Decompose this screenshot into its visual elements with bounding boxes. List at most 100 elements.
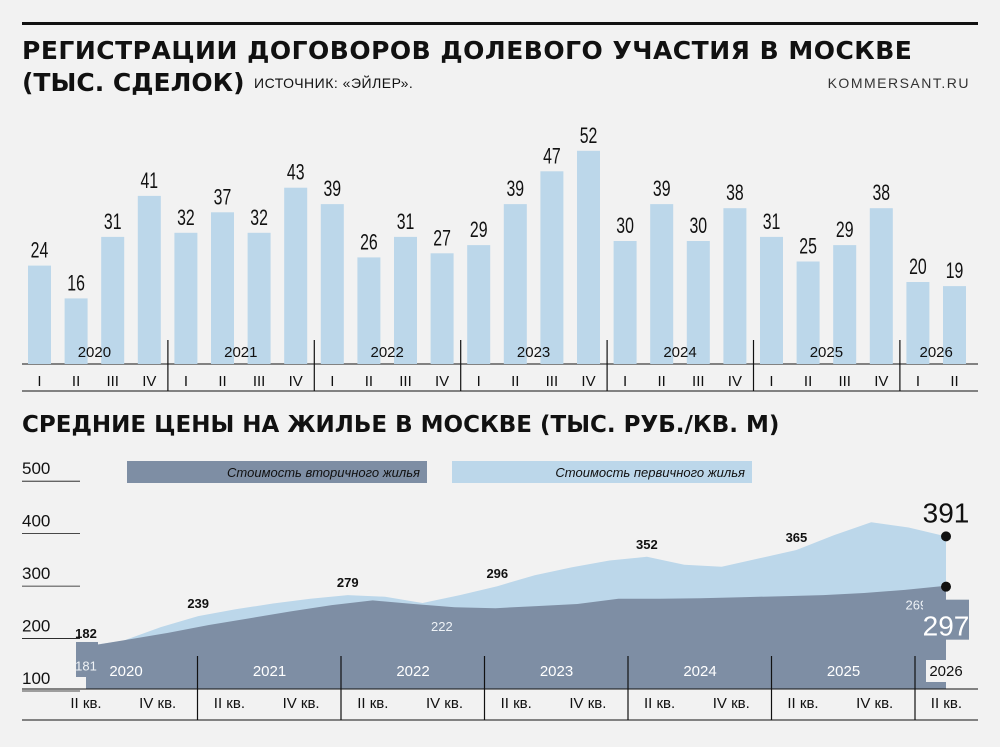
quarter-tick-label: IV кв. bbox=[856, 695, 893, 712]
quarter-tick-label: II bbox=[950, 373, 958, 390]
quarter-tick-label: IV bbox=[142, 373, 156, 390]
quarter-tick-label: IV кв. bbox=[283, 695, 320, 712]
quarter-tick-label: IV bbox=[435, 373, 449, 390]
quarter-tick-label: I bbox=[769, 373, 773, 390]
primary-value-label: 239 bbox=[187, 596, 209, 611]
primary-value-label: 279 bbox=[337, 575, 359, 590]
bar bbox=[137, 195, 161, 364]
bar bbox=[284, 187, 308, 364]
legend-label-primary: Стоимость первичного жилья bbox=[555, 465, 745, 480]
quarter-tick-label: II bbox=[72, 373, 80, 390]
year-label: 2025 bbox=[810, 344, 843, 361]
y-tick-label: 500 bbox=[22, 459, 50, 478]
bar bbox=[503, 204, 527, 364]
bar bbox=[540, 171, 564, 364]
quarter-tick-label: I bbox=[37, 373, 41, 390]
bar bbox=[906, 282, 930, 364]
quarter-tick-label: I bbox=[477, 373, 481, 390]
quarter-tick-label: IV bbox=[289, 373, 303, 390]
year-label-2026: 2026 bbox=[929, 663, 962, 680]
year-label: 2025 bbox=[827, 663, 860, 680]
quarter-tick-label: II кв. bbox=[931, 695, 962, 712]
bar-value-label: 30 bbox=[689, 215, 707, 239]
bar-value-label: 52 bbox=[580, 124, 598, 148]
y-tick-label: 300 bbox=[22, 564, 50, 583]
bar-value-label: 41 bbox=[140, 170, 158, 194]
bar-value-label: 31 bbox=[397, 211, 415, 235]
bar bbox=[320, 204, 344, 364]
quarter-tick-label: III bbox=[253, 373, 266, 390]
y-tick-label: 100 bbox=[22, 669, 50, 688]
quarter-tick-label: IV bbox=[874, 373, 888, 390]
secondary-end-label: 297 bbox=[923, 611, 970, 642]
deals-bar-chart: 24I16II31III41IV32I37II32III43IV39I26II3… bbox=[22, 124, 978, 392]
secondary-value-label: 222 bbox=[431, 619, 453, 634]
chart-title-units: (ТЫС. СДЕЛОК) bbox=[22, 68, 245, 97]
year-label: 2023 bbox=[517, 344, 550, 361]
start-marker bbox=[76, 641, 98, 677]
bar bbox=[430, 253, 454, 364]
legend-label-secondary: Стоимость вторичного жилья bbox=[227, 465, 420, 480]
year-2026-box bbox=[926, 660, 966, 682]
quarter-tick-label: II кв. bbox=[787, 695, 818, 712]
bar-value-label: 47 bbox=[543, 145, 561, 169]
year-label: 2020 bbox=[78, 344, 111, 361]
quarter-tick-label: II bbox=[658, 373, 666, 390]
quarter-tick-label: I bbox=[184, 373, 188, 390]
quarter-tick-label: IV bbox=[728, 373, 742, 390]
bar-value-label: 19 bbox=[946, 260, 964, 284]
chart-title: РЕГИСТРАЦИИ ДОГОВОРОВ ДОЛЕВОГО УЧАСТИЯ В… bbox=[22, 36, 913, 65]
quarter-tick-label: II bbox=[511, 373, 519, 390]
bar bbox=[796, 261, 820, 364]
year-label: 2026 bbox=[920, 344, 953, 361]
bar-value-label: 43 bbox=[287, 161, 305, 185]
bar-value-label: 26 bbox=[360, 231, 378, 255]
quarter-tick-label: IV bbox=[581, 373, 595, 390]
bar-value-label: 30 bbox=[616, 215, 634, 239]
source-note: ИСТОЧНИК: «ЭЙЛЕР». bbox=[254, 75, 414, 91]
bar bbox=[943, 286, 966, 364]
primary-end-label: 391 bbox=[923, 497, 970, 528]
bar bbox=[211, 212, 234, 364]
quarter-tick-label: III bbox=[399, 373, 412, 390]
bar bbox=[833, 245, 857, 364]
year-label: 2024 bbox=[663, 344, 696, 361]
quarter-tick-label: I bbox=[916, 373, 920, 390]
bar bbox=[467, 245, 491, 364]
bar bbox=[101, 236, 125, 364]
bar-value-label: 25 bbox=[799, 235, 817, 259]
quarter-tick-label: III bbox=[692, 373, 705, 390]
bar bbox=[357, 257, 381, 364]
primary-end-dot bbox=[941, 531, 951, 542]
bar-value-label: 24 bbox=[31, 239, 49, 263]
bar bbox=[577, 150, 600, 364]
quarter-tick-label: III bbox=[838, 373, 851, 390]
bar bbox=[247, 232, 271, 364]
primary-value-label: 352 bbox=[636, 537, 658, 552]
bar-value-label: 37 bbox=[214, 186, 232, 210]
brand-link[interactable]: KOMMERSANT.RU bbox=[827, 75, 970, 91]
bar-value-label: 39 bbox=[506, 178, 524, 202]
legend-swatch-primary bbox=[452, 461, 752, 483]
quarter-tick-label: III bbox=[106, 373, 119, 390]
quarter-tick-label: II кв. bbox=[70, 695, 101, 712]
bar bbox=[28, 265, 51, 364]
bar bbox=[613, 241, 637, 364]
bar-value-label: 20 bbox=[909, 256, 927, 280]
primary-value-label: 182 bbox=[75, 626, 97, 641]
bar bbox=[394, 236, 417, 364]
bar bbox=[174, 232, 198, 364]
year-label: 2021 bbox=[253, 663, 286, 680]
bar bbox=[650, 204, 674, 364]
quarter-tick-label: II кв. bbox=[501, 695, 532, 712]
year-label: 2022 bbox=[371, 344, 404, 361]
y-tick-label: 200 bbox=[22, 617, 50, 636]
bar-value-label: 39 bbox=[653, 178, 671, 202]
bar-value-label: 38 bbox=[726, 182, 744, 206]
secondary-end-box bbox=[923, 599, 969, 640]
year-label: 2022 bbox=[396, 663, 429, 680]
quarter-tick-label: II кв. bbox=[644, 695, 675, 712]
quarter-tick-label: IV кв. bbox=[426, 695, 463, 712]
quarter-tick-label: II bbox=[365, 373, 373, 390]
secondary-value-label: 181 bbox=[75, 659, 97, 674]
